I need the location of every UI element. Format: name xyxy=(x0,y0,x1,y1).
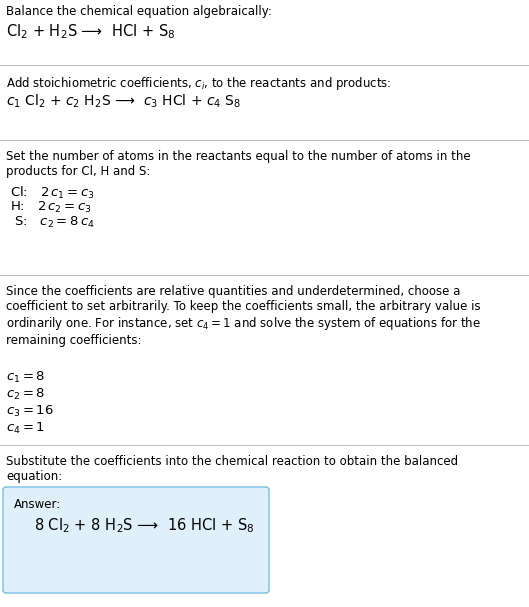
Text: Add stoichiometric coefficients, $c_i$, to the reactants and products:: Add stoichiometric coefficients, $c_i$, … xyxy=(6,75,391,92)
Text: 8 Cl$_2$ + 8 H$_2$S ⟶  16 HCl + S$_8$: 8 Cl$_2$ + 8 H$_2$S ⟶ 16 HCl + S$_8$ xyxy=(34,516,254,535)
Text: Balance the chemical equation algebraically:: Balance the chemical equation algebraica… xyxy=(6,5,272,18)
Text: $c_1 = 8$: $c_1 = 8$ xyxy=(6,370,45,385)
Text: $c_3 = 16$: $c_3 = 16$ xyxy=(6,404,54,419)
Text: Answer:: Answer: xyxy=(14,498,61,511)
Text: $c_1$ Cl$_2$ + $c_2$ H$_2$S ⟶  $c_3$ HCl + $c_4$ S$_8$: $c_1$ Cl$_2$ + $c_2$ H$_2$S ⟶ $c_3$ HCl … xyxy=(6,93,241,110)
FancyBboxPatch shape xyxy=(3,487,269,593)
Text: Substitute the coefficients into the chemical reaction to obtain the balanced
eq: Substitute the coefficients into the che… xyxy=(6,455,458,483)
Text: Cl$_2$ + H$_2$S ⟶  HCl + S$_8$: Cl$_2$ + H$_2$S ⟶ HCl + S$_8$ xyxy=(6,22,176,41)
Text: $c_4 = 1$: $c_4 = 1$ xyxy=(6,421,45,436)
Text: Since the coefficients are relative quantities and underdetermined, choose a
coe: Since the coefficients are relative quan… xyxy=(6,285,481,347)
Text: $c_2 = 8$: $c_2 = 8$ xyxy=(6,387,45,402)
Text: S:   $c_2 = 8\,c_4$: S: $c_2 = 8\,c_4$ xyxy=(10,215,95,230)
Text: Cl:   $2\,c_1 = c_3$: Cl: $2\,c_1 = c_3$ xyxy=(10,185,95,201)
Text: Set the number of atoms in the reactants equal to the number of atoms in the
pro: Set the number of atoms in the reactants… xyxy=(6,150,471,178)
Text: H:   $2\,c_2 = c_3$: H: $2\,c_2 = c_3$ xyxy=(10,200,92,215)
